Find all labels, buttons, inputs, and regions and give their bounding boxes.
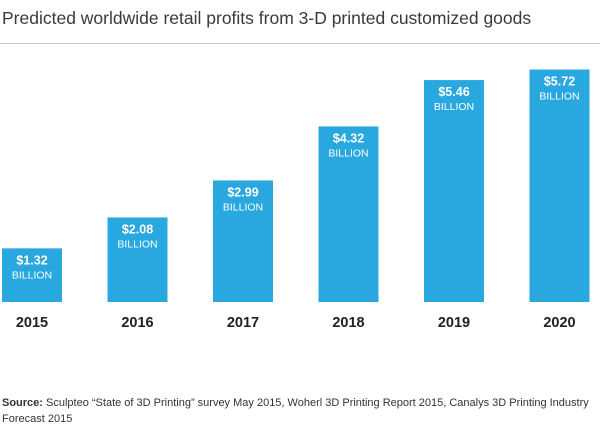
- data-label-value: $1.32: [16, 253, 47, 267]
- bar-2019: [424, 80, 484, 302]
- data-label-value: $2.08: [122, 222, 153, 236]
- data-label-value: $2.99: [227, 185, 258, 199]
- data-label-value: $5.72: [544, 75, 575, 89]
- bar-2015: [2, 248, 62, 302]
- bar-2016: [107, 217, 168, 302]
- bar-chart: $1.32 BILLION 2015 $2.08 BILLION 2016 $2.99 BIL…: [2, 69, 590, 331]
- x-tick-label: 2015: [16, 315, 48, 331]
- x-tick-label: 2018: [332, 315, 364, 331]
- x-tick-label: 2017: [227, 315, 259, 331]
- x-tick-label: 2016: [121, 315, 153, 331]
- bar-2017: [213, 180, 273, 302]
- x-tick-label: 2020: [543, 315, 575, 331]
- source-label: Source:: [2, 397, 43, 409]
- bar-2018: [318, 126, 379, 302]
- data-label-unit: BILLION: [328, 147, 368, 159]
- data-label-unit: BILLION: [434, 101, 474, 113]
- data-label-unit: BILLION: [539, 91, 579, 103]
- data-label-unit: BILLION: [117, 238, 157, 250]
- bar-2020: [529, 69, 590, 302]
- data-label-value: $5.46: [438, 85, 469, 99]
- x-tick-label: 2019: [438, 315, 470, 331]
- source-note: Source: Sculpteo “State of 3D Printing” …: [2, 395, 596, 427]
- title-divider: [0, 43, 600, 44]
- data-label-unit: BILLION: [12, 269, 52, 281]
- chart-title: Predicted worldwide retail profits from …: [2, 8, 532, 28]
- data-label-value: $4.32: [333, 131, 364, 145]
- data-label-unit: BILLION: [223, 201, 263, 213]
- source-text: Sculpteo “State of 3D Printing” survey M…: [2, 397, 589, 425]
